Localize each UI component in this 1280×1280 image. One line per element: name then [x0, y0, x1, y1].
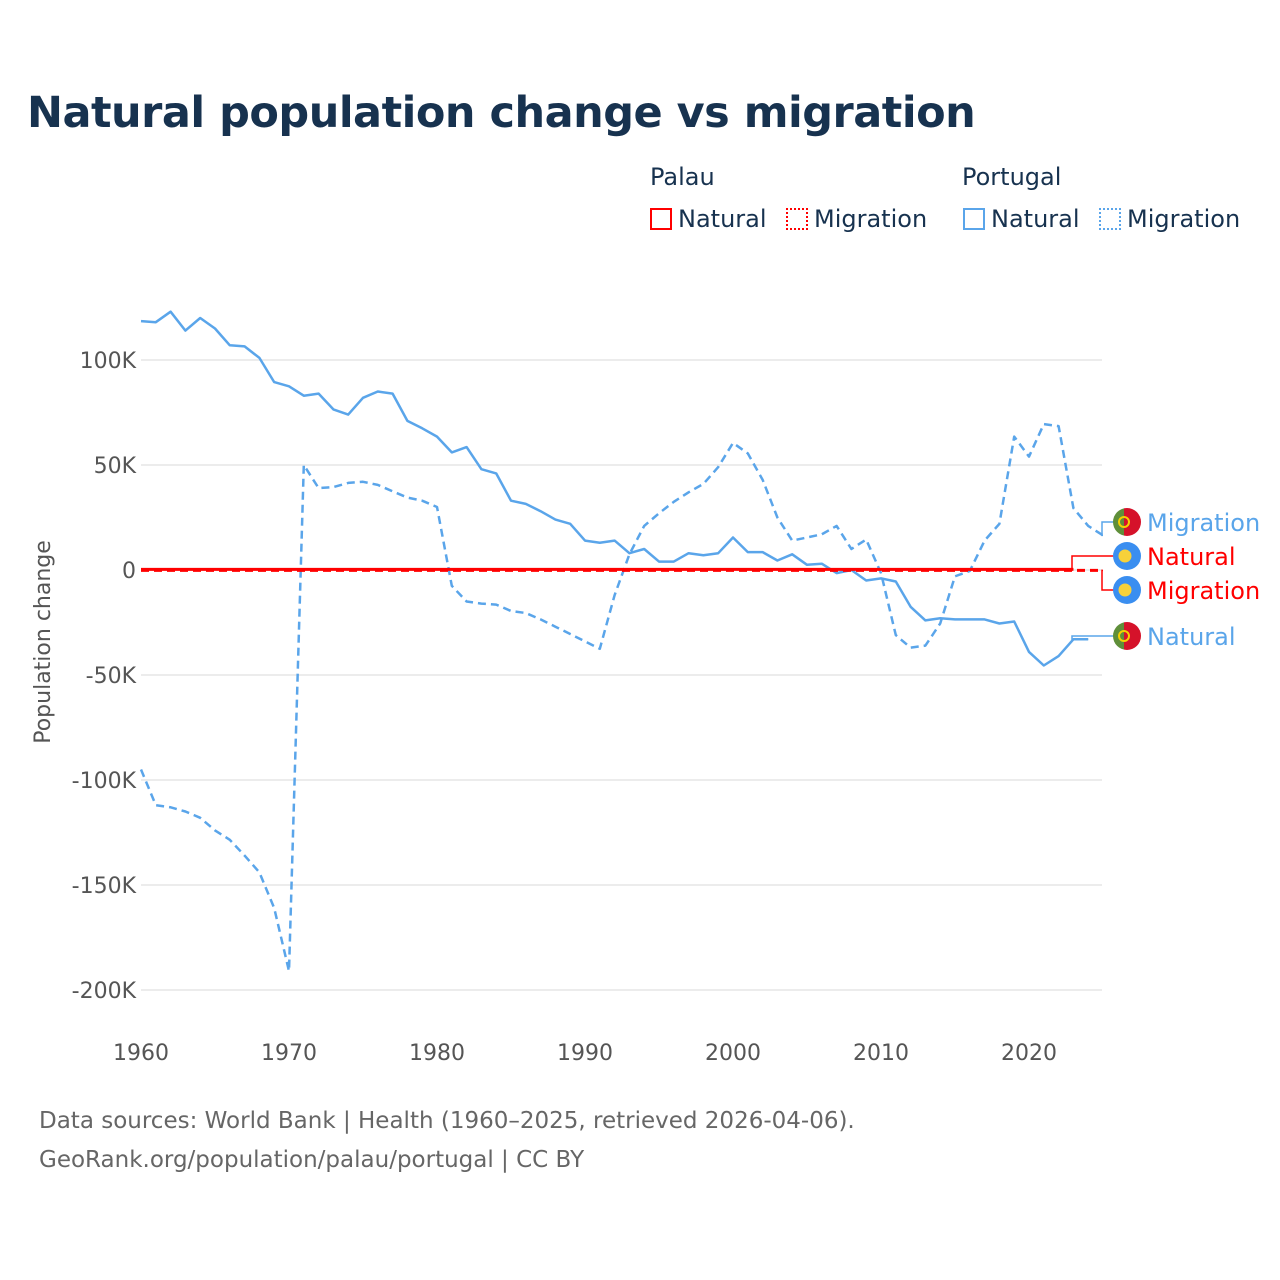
palau-flag-icon	[1113, 576, 1141, 604]
x-tick-label: 1970	[261, 1041, 317, 1066]
y-tick-label: 100K	[80, 349, 137, 374]
end-label: Migration	[1147, 509, 1260, 537]
palau-flag-icon	[1113, 542, 1141, 570]
x-tick-label: 2000	[705, 1041, 761, 1066]
x-tick-label: 1980	[409, 1041, 465, 1066]
x-tick-label: 1960	[113, 1041, 169, 1066]
legend-swatch-solid-blue	[963, 208, 985, 230]
flag-sphere	[1118, 516, 1130, 528]
y-tick-label: -50K	[86, 664, 137, 689]
legend-palau-migration[interactable]: Migration	[786, 205, 927, 233]
flag-moon	[1118, 583, 1132, 597]
end-label: Natural	[1147, 543, 1236, 571]
flag-sphere	[1118, 630, 1130, 642]
flag-red	[1124, 508, 1141, 536]
flag-red	[1124, 622, 1141, 650]
legend-group-palau: Palau	[650, 163, 715, 191]
end-label: Migration	[1147, 577, 1260, 605]
flag-moon	[1118, 549, 1132, 563]
legend-swatch-dotted-blue	[1099, 208, 1121, 230]
x-tick-label: 2020	[1001, 1041, 1057, 1066]
label-connector	[1071, 555, 1114, 571]
footer-sources: Data sources: World Bank | Health (1960–…	[39, 1108, 855, 1134]
label-connector	[1071, 635, 1114, 641]
legend-palau-natural[interactable]: Natural	[650, 205, 767, 233]
legend-swatch-solid-red	[650, 208, 672, 230]
series-line-portugal-migration	[139, 422, 1104, 973]
y-tick-label: 50K	[94, 454, 137, 479]
legend-swatch-dotted-red	[786, 208, 808, 230]
y-axis-label: Population change	[31, 540, 56, 744]
legend-group-portugal: Portugal	[962, 163, 1062, 191]
label-connector	[1101, 521, 1114, 537]
legend-label: Natural	[991, 205, 1080, 233]
legend-portugal-migration[interactable]: Migration	[1099, 205, 1240, 233]
y-tick-label: -200K	[72, 979, 137, 1004]
y-tick-label: -100K	[72, 769, 137, 794]
x-tick-label: 1990	[557, 1041, 613, 1066]
series-line-portugal-natural	[140, 310, 1089, 667]
y-tick-label: -150K	[72, 874, 137, 899]
x-tick-label: 2010	[853, 1041, 909, 1066]
portugal-flag-icon	[1113, 508, 1141, 536]
portugal-flag-icon	[1113, 622, 1141, 650]
legend-label: Migration	[814, 205, 928, 233]
label-connector	[1101, 569, 1114, 591]
legend-portugal-natural[interactable]: Natural	[963, 205, 1080, 233]
legend-label: Natural	[678, 205, 767, 233]
footer-attribution[interactable]: GeoRank.org/population/palau/portugal | …	[39, 1147, 585, 1173]
legend-label: Migration	[1127, 205, 1241, 233]
y-tick-label: 0	[122, 559, 136, 584]
end-label: Natural	[1147, 623, 1236, 651]
chart-title: Natural population change vs migration	[27, 88, 976, 138]
